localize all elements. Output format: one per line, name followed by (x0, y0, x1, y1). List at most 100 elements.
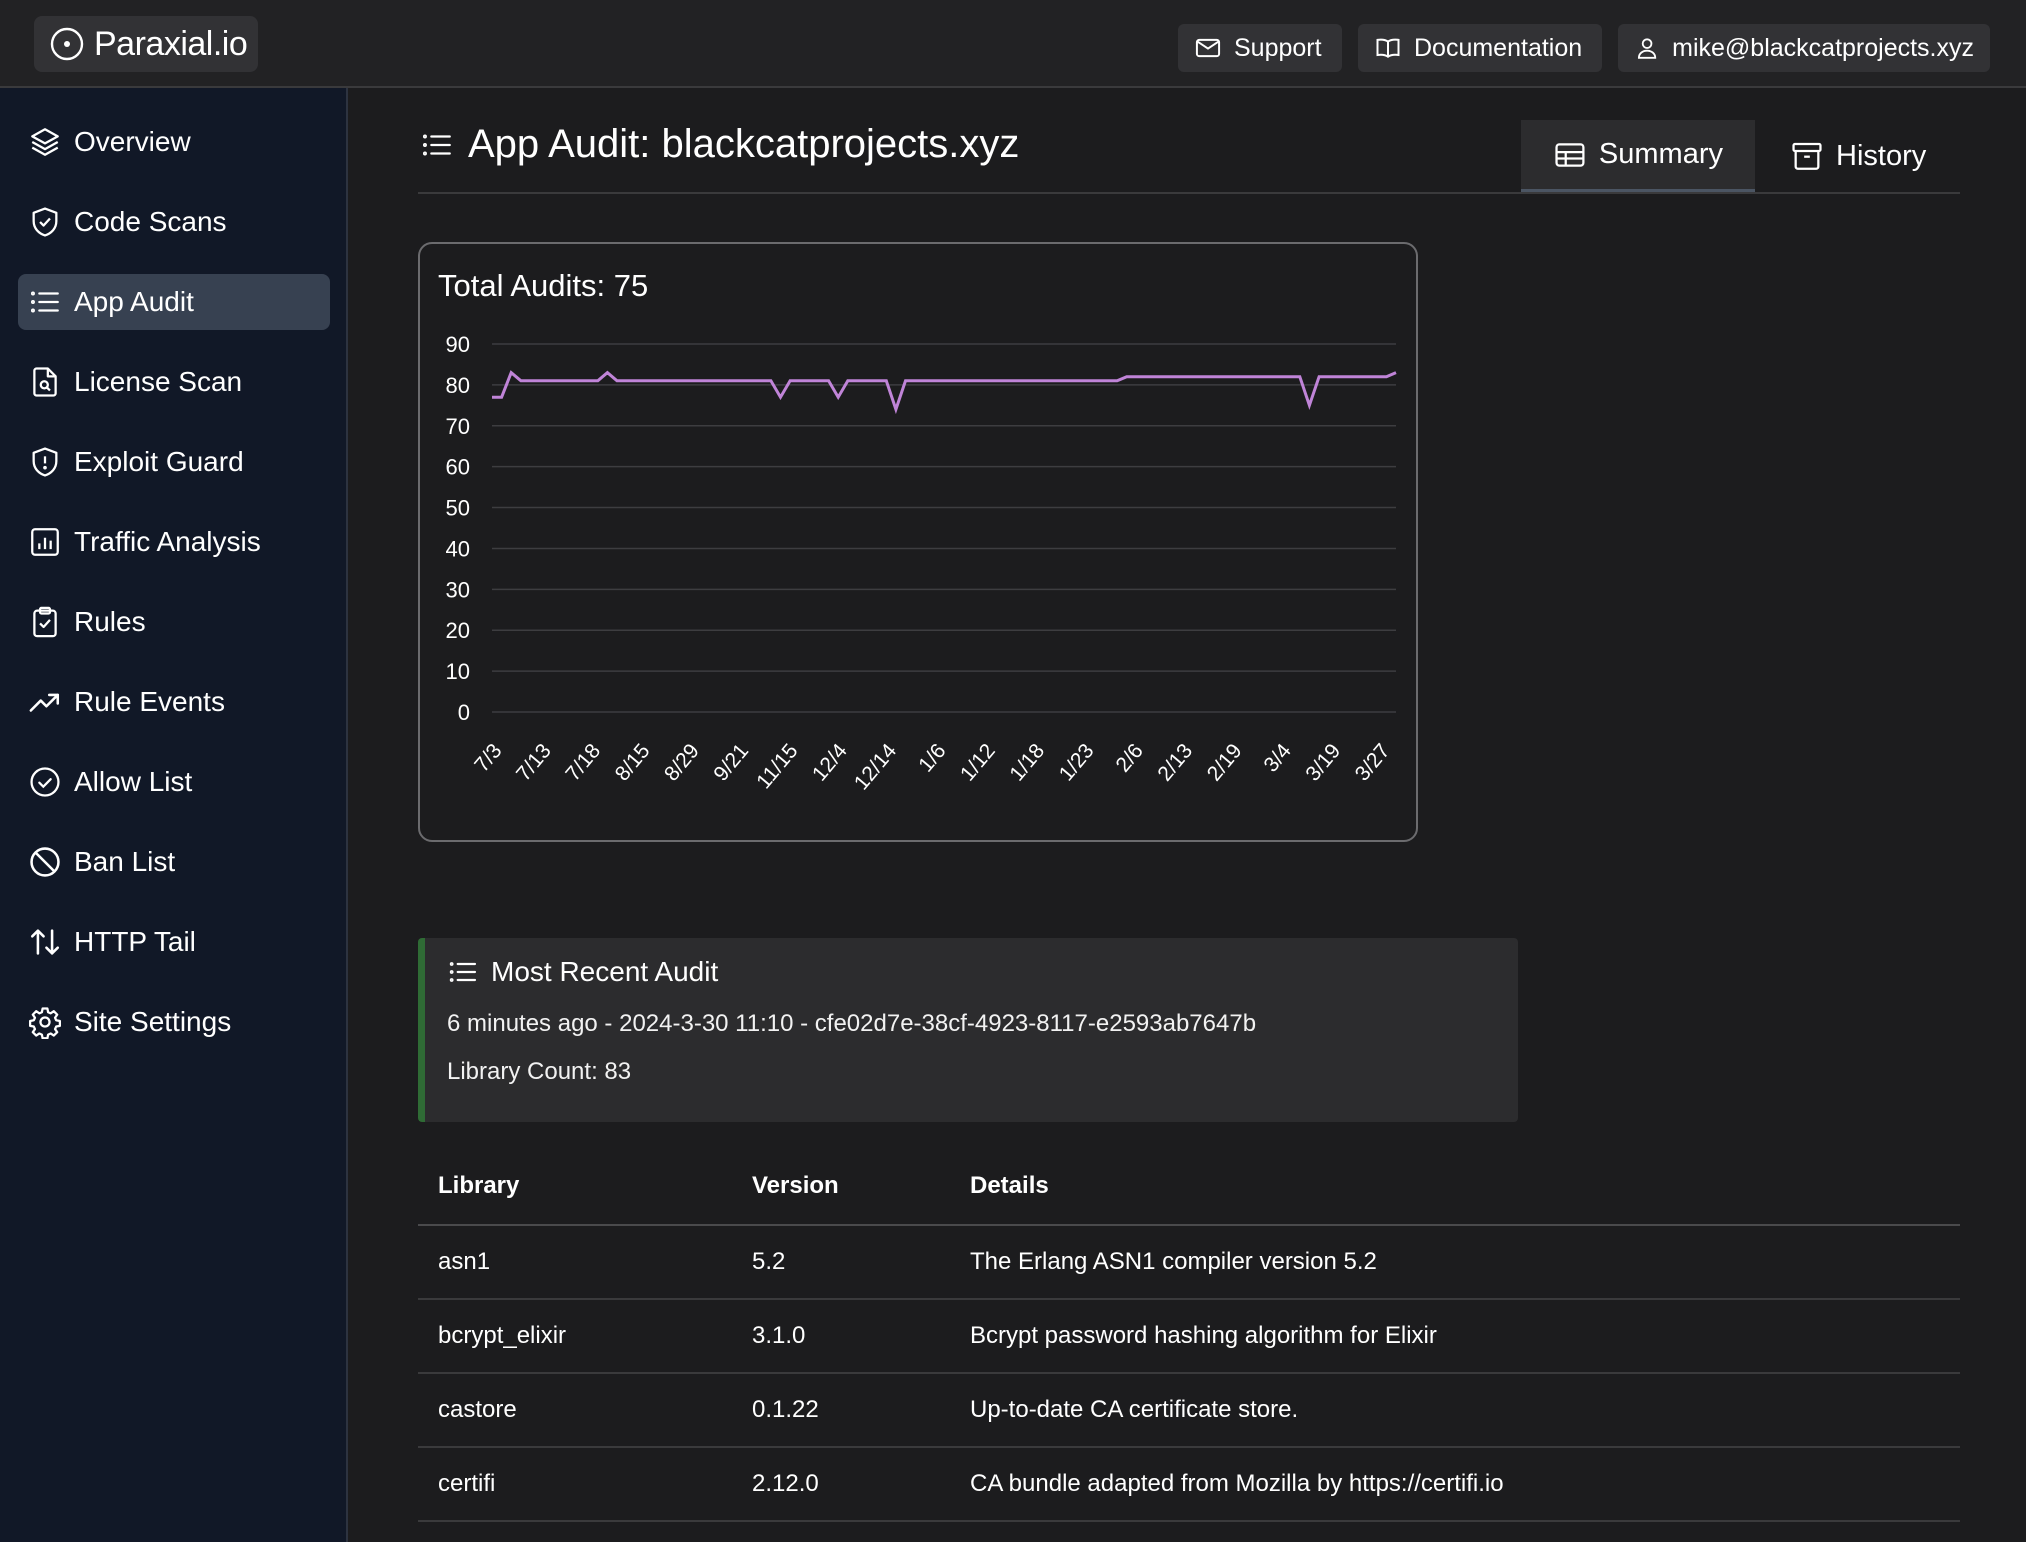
table-header-row: Library Version Details (418, 1150, 1960, 1226)
y-tick-label: 50 (446, 496, 470, 521)
sidebar-item-allow-list[interactable]: Allow List (18, 754, 330, 810)
y-tick-label: 70 (446, 414, 470, 439)
sidebar-item-label: Rule Events (74, 686, 225, 717)
documentation-button[interactable]: Documentation (1358, 24, 1602, 72)
shield-check-icon (32, 207, 58, 237)
tab-summary[interactable]: Summary (1521, 120, 1755, 192)
audits-chart-card: Total Audits: 75 0 10 20 30 40 50 60 70 80 90 7/3 7… (418, 242, 1418, 842)
y-tick-label: 40 (446, 536, 470, 561)
table-row: certifi 2.12.0 CA bundle adapted from Mo… (418, 1448, 1960, 1522)
library-name: asn1 (438, 1248, 491, 1275)
sidebar-item-traffic-analysis[interactable]: Traffic Analysis (18, 514, 330, 570)
list-icon (449, 962, 477, 982)
sidebar-item-overview[interactable]: Overview (18, 114, 330, 170)
table-icon (1555, 142, 1585, 167)
recent-audit-summary: 6 minutes ago - 2024-3-30 11:10 - cfe02d… (447, 1010, 1257, 1037)
y-tick-label: 20 (446, 618, 470, 643)
x-tick-label: 11/15 (752, 739, 802, 793)
library-details: Up-to-date CA certificate store. (970, 1396, 1299, 1423)
library-name: castore (438, 1396, 517, 1423)
sidebar-item-license-scan[interactable]: License Scan (18, 354, 330, 410)
sidebar-item-rules[interactable]: Rules (18, 594, 330, 650)
envelope-icon (1195, 38, 1221, 58)
layers-icon (31, 128, 59, 156)
x-tick-label: 1/18 (1005, 739, 1049, 785)
x-tick-label: 8/29 (660, 739, 704, 785)
y-tick-label: 10 (446, 659, 470, 684)
sidebar-item-app-audit[interactable]: App Audit (18, 274, 330, 330)
tab-label: History (1836, 139, 1927, 172)
x-tick-label: 1/6 (914, 739, 950, 776)
x-tick-label: 2/6 (1111, 739, 1147, 776)
app-logo[interactable]: Paraxial.io (34, 16, 258, 72)
library-version: 2.12.0 (752, 1470, 819, 1497)
check-circle-icon (30, 767, 60, 797)
x-tick-label: 3/27 (1351, 739, 1395, 785)
sidebar-item-label: Overview (74, 126, 191, 157)
archive-icon (1792, 142, 1822, 170)
y-tick-label: 90 (446, 332, 470, 357)
sidebar-item-label: HTTP Tail (74, 926, 196, 957)
sidebar-item-http-tail[interactable]: HTTP Tail (18, 914, 330, 970)
library-count: Library Count: 83 (447, 1058, 632, 1085)
column-header-library: Library (438, 1172, 520, 1199)
x-tick-label: 7/3 (470, 739, 506, 776)
sidebar-item-label: Allow List (74, 766, 193, 797)
sidebar-item-label: Traffic Analysis (74, 526, 261, 557)
sidebar-item-label: Rules (74, 606, 146, 637)
x-tick-label: 1/23 (1055, 739, 1099, 785)
page-title-text: App Audit: blackcatprojects.xyz (468, 122, 1020, 166)
x-tick-label: 2/19 (1203, 739, 1247, 785)
y-tick-label: 30 (446, 577, 470, 602)
library-version: 5.2 (752, 1248, 786, 1275)
x-tick-label: 9/21 (709, 739, 753, 785)
shield-exclamation-icon (32, 447, 58, 477)
sidebar-item-label: Site Settings (74, 1006, 232, 1037)
sidebar-item-label: App Audit (74, 286, 194, 317)
tab-label: Summary (1598, 138, 1723, 170)
x-tick-label: 7/18 (561, 739, 605, 785)
clipboard-check-icon (33, 606, 57, 638)
most-recent-audit-panel: Most Recent Audit 6 minutes ago - 2024-3… (418, 938, 1518, 1122)
sidebar-item-code-scans[interactable]: Code Scans (18, 194, 330, 250)
series-line (492, 370, 1397, 415)
y-tick-label: 80 (446, 373, 470, 398)
table-row: asn1 5.2 The Erlang ASN1 compiler versio… (418, 1226, 1960, 1300)
sidebar-item-exploit-guard[interactable]: Exploit Guard (18, 434, 330, 490)
arrows-up-down-icon (30, 929, 60, 955)
documentation-label: Documentation (1414, 33, 1583, 62)
bar-chart-icon (31, 528, 59, 556)
library-details: CA bundle adapted from Mozilla by https:… (970, 1470, 1504, 1497)
support-label: Support (1234, 33, 1322, 62)
sidebar-item-label: License Scan (74, 366, 243, 397)
sidebar-item-rule-events[interactable]: Rule Events (18, 674, 330, 730)
x-tick-label: 3/19 (1301, 739, 1345, 785)
gear-icon (28, 1007, 62, 1039)
support-button[interactable]: Support (1178, 24, 1342, 72)
tab-history[interactable]: History (1758, 120, 1972, 192)
user-account-button[interactable]: mike@blackcatprojects.xyz (1618, 24, 1990, 72)
sidebar-item-label: Code Scans (74, 206, 227, 237)
table-row: castore 0.1.22 Up-to-date CA certificate… (418, 1374, 1960, 1448)
page-title: App Audit: blackcatprojects.xyz (420, 122, 1019, 167)
library-name: certifi (438, 1470, 496, 1497)
document-search-icon (33, 367, 57, 397)
sidebar-item-label: Ban List (74, 846, 176, 877)
sidebar (0, 88, 348, 1542)
sidebar-item-label: Exploit Guard (74, 446, 244, 477)
library-details: The Erlang ASN1 compiler version 5.2 (970, 1248, 1377, 1275)
audits-line-chart: 0 10 20 30 40 50 60 70 80 90 7/3 7/13 7/18 8/15 8/29 9/… (446, 332, 1397, 794)
table-row: bcrypt_elixir 3.1.0 Bcrypt password hash… (418, 1300, 1960, 1374)
ban-icon (30, 847, 60, 877)
logo-text: Paraxial.io (94, 24, 248, 63)
user-icon (1637, 38, 1657, 59)
column-header-version: Version (752, 1172, 839, 1199)
library-name: bcrypt_elixir (438, 1322, 567, 1349)
book-icon (1376, 38, 1400, 58)
y-tick-label: 0 (458, 700, 470, 725)
chart-title: Total Audits: 75 (438, 268, 649, 303)
top-bar: Paraxial.io Support Documentation mike@b… (0, 0, 2026, 88)
x-tick-label: 2/13 (1153, 739, 1197, 785)
sidebar-item-site-settings[interactable]: Site Settings (18, 994, 330, 1050)
sidebar-item-ban-list[interactable]: Ban List (18, 834, 330, 890)
